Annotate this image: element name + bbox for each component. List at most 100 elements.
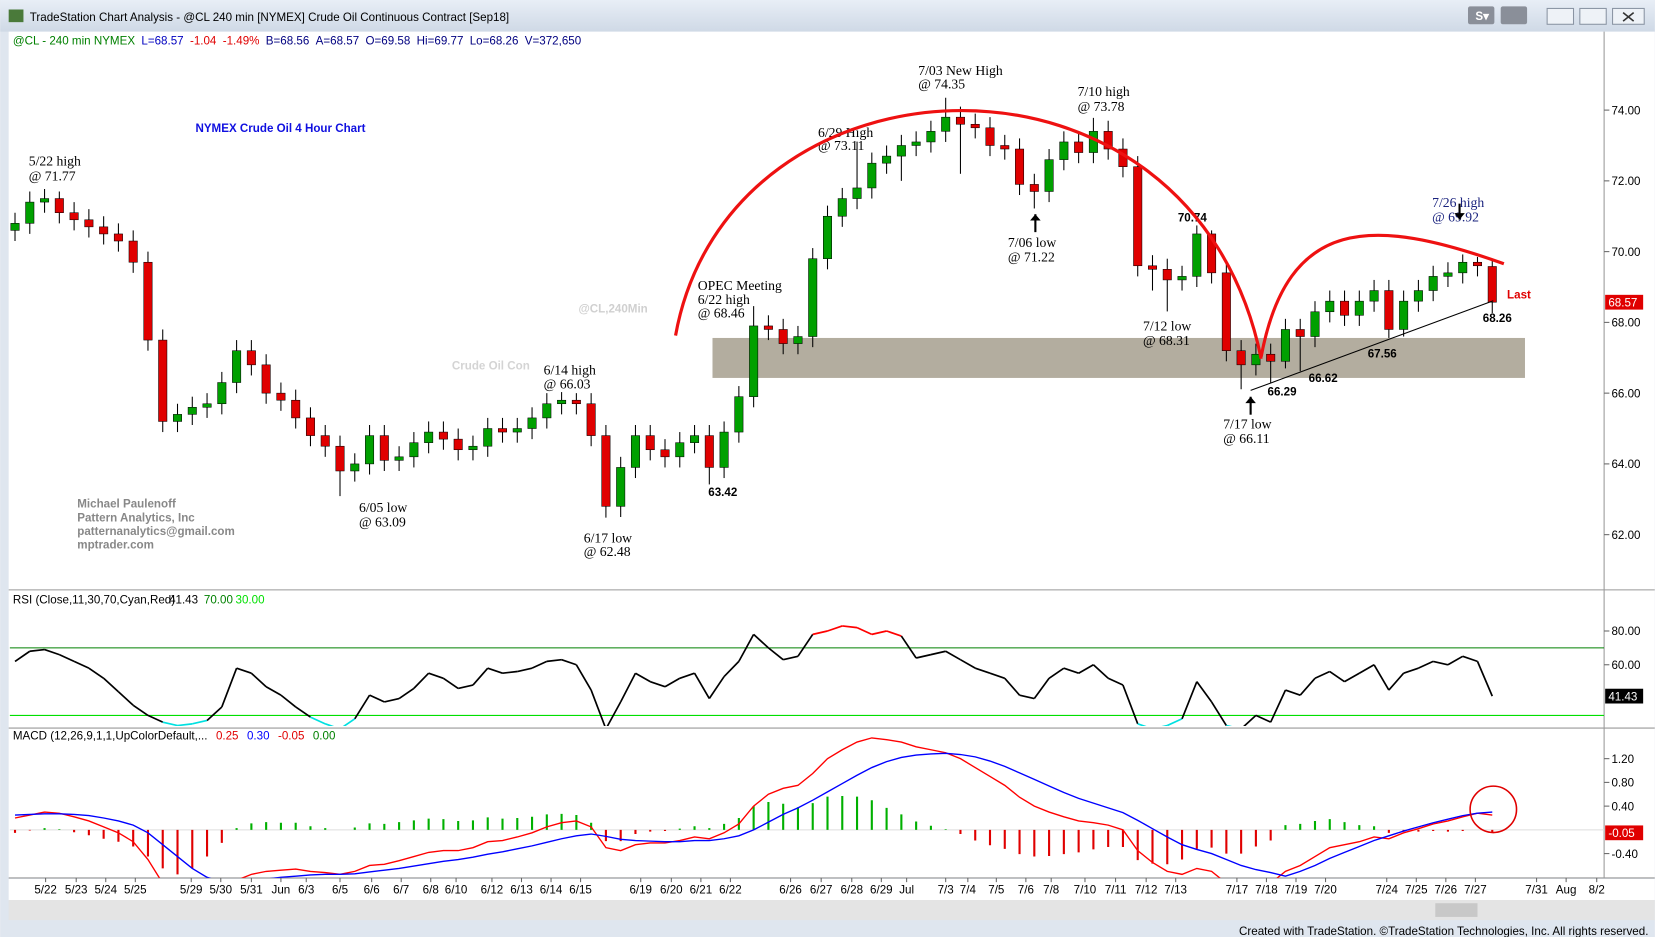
candle-body — [571, 399, 581, 405]
x-tick-label: 6/19 — [629, 884, 652, 897]
trendline — [1250, 300, 1494, 391]
x-tick-label: 6/7 — [393, 884, 409, 897]
annotation: 7/17 low — [1223, 416, 1271, 431]
x-tick-label: 5/30 — [209, 884, 232, 897]
candle-body — [54, 198, 64, 213]
rsi-pane — [9, 625, 1605, 726]
candle-body — [675, 442, 685, 458]
candle-body — [616, 467, 626, 507]
rsi-segment — [1107, 677, 1124, 686]
rsi-segment — [428, 672, 444, 680]
rsi-segment — [1388, 672, 1405, 691]
x-tick-label: 6/28 — [840, 884, 863, 897]
status-item: Hi=69.77 — [417, 34, 464, 47]
candle-body — [394, 456, 404, 461]
chart-area — [8, 31, 1655, 878]
macd-readout: 0.30 — [247, 730, 270, 743]
scrollbar[interactable] — [8, 900, 1655, 921]
scroll-thumb[interactable] — [1435, 903, 1478, 917]
x-tick-label: 7/18 — [1255, 884, 1278, 897]
macd-line — [14, 752, 1493, 878]
y-tick-label: 74.00 — [1611, 104, 1640, 117]
maximize[interactable] — [1579, 7, 1607, 25]
footer: Created with TradeStation. ©TradeStation… — [1239, 925, 1648, 937]
rsi-segment — [679, 672, 695, 680]
candle-body — [1354, 300, 1364, 316]
rsi-segment — [915, 653, 932, 659]
rsi-segment — [1329, 670, 1346, 683]
candle-body — [719, 431, 729, 468]
x-tick-label: 7/6 — [1018, 884, 1034, 897]
candle-body — [1458, 261, 1468, 274]
annotation: @ 62.48 — [584, 544, 631, 559]
rsi-segment — [1403, 667, 1419, 675]
candle-body — [483, 428, 493, 447]
annotation: 5/22 high — [29, 154, 81, 169]
overlay: NYMEX Crude Oil 4 Hour Chart Michael Paul… — [29, 63, 1531, 559]
status-item: B=68.56 — [266, 34, 310, 47]
candle-body — [1192, 233, 1202, 277]
candle-body — [69, 212, 79, 221]
rsi-segment — [856, 626, 873, 636]
candle-body — [1088, 131, 1098, 153]
candle-body — [1148, 265, 1157, 270]
x-tick-label: Aug — [1556, 884, 1577, 897]
annotation: @ 66.11 — [1223, 431, 1270, 446]
x-tick-label: 7/25 — [1405, 884, 1428, 897]
candle-body — [320, 435, 330, 447]
window-title: TradeStation Chart Analysis - @CL 240 mi… — [30, 11, 509, 24]
annotation: @ 66.03 — [544, 376, 591, 391]
close-x — [1622, 12, 1635, 22]
status-item: -1.04 — [190, 34, 217, 47]
x-tick-label: 7/3 — [938, 884, 954, 897]
rsi-segment — [1048, 667, 1065, 679]
rsi-segment — [1255, 714, 1272, 723]
candle-body — [1074, 141, 1084, 153]
candle-body — [25, 201, 35, 224]
annotation: @ 68.46 — [698, 306, 745, 321]
rsi-segment — [1210, 701, 1228, 726]
s-button[interactable] — [1467, 6, 1495, 25]
window-buttons[interactable]: S▾ — [1467, 6, 1645, 25]
rsi-segment — [1063, 667, 1079, 675]
rsi-segment — [606, 701, 622, 726]
candle-body — [734, 396, 744, 433]
rsi-segment — [1462, 655, 1478, 663]
candle-body — [187, 407, 197, 415]
highlight-circle — [1469, 785, 1518, 834]
rsi-segment — [1344, 672, 1360, 683]
rsi-segment — [103, 677, 119, 693]
rsi-segment — [1447, 655, 1464, 666]
x-tick-label: 6/12 — [481, 884, 504, 897]
y-tick-label: 66.00 — [1611, 387, 1640, 400]
rsi-segment — [29, 648, 45, 653]
x-tick-label: 7/26 — [1435, 884, 1458, 897]
candle-body — [1428, 276, 1438, 291]
candle-body — [1413, 290, 1423, 302]
status-item: L=68.57 — [141, 34, 183, 47]
candle-body — [1266, 353, 1276, 362]
menu-button[interactable] — [1500, 6, 1528, 25]
candle-body — [852, 187, 862, 199]
minimize[interactable] — [1546, 7, 1575, 25]
rsi-segment — [900, 635, 917, 659]
rsi-segment — [1078, 664, 1094, 674]
rsi-segment — [664, 677, 681, 688]
rsi-segment — [782, 655, 799, 661]
candle-body — [40, 198, 50, 203]
rsi-segment — [117, 691, 134, 706]
x-tick-label: 6/6 — [364, 884, 380, 897]
rsi-segment — [14, 650, 31, 663]
rsi-segment — [73, 660, 90, 669]
rsi-segment — [708, 676, 725, 700]
rsi-segment — [384, 697, 400, 703]
candle-body — [1000, 145, 1010, 150]
y-tick-label: 60.00 — [1611, 659, 1640, 672]
candle-body — [882, 155, 892, 164]
credit: mptrader.com — [77, 539, 154, 552]
candle-body — [379, 435, 389, 461]
rsi-segment — [517, 667, 533, 673]
annotation: 6/17 low — [584, 530, 632, 545]
candle-body — [1295, 329, 1305, 337]
rsi-segment — [457, 684, 474, 690]
